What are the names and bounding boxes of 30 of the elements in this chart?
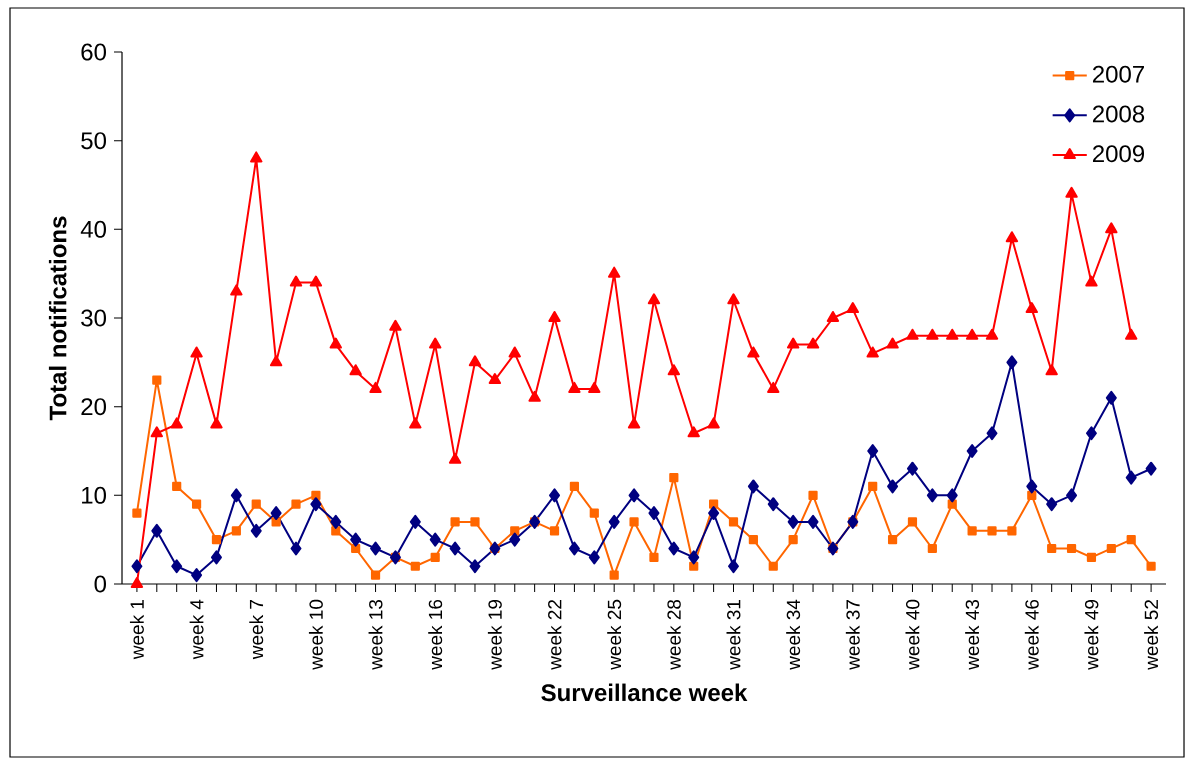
x-tick-label: week 25 [607,599,622,670]
x-tick-label: week 22 [547,600,562,670]
x-tick-label: week 49 [1084,599,1099,670]
x-axis-title: Surveillance week [541,683,748,702]
x-tick-label: week 19 [487,599,502,670]
y-tick-label: 40 [80,220,107,238]
y-tick-label: 30 [81,309,107,327]
x-tick-label: week 40 [905,599,920,670]
x-tick-label: week 1 [129,600,144,660]
y-tick-label: 50 [81,132,107,150]
legend-label: 2007 [1092,65,1144,83]
x-tick-label: week 31 [726,600,741,670]
y-tick-label: 60 [81,43,107,61]
x-tick-label: week 10 [308,599,323,670]
legend-label: 2009 [1092,145,1145,163]
y-tick-label: 20 [81,398,107,416]
y-axis-title: Total notifications [48,216,67,421]
x-tick-label: week 34 [786,599,801,670]
y-tick-label: 10 [82,486,107,504]
x-tick-label: week 4 [189,599,204,660]
x-tick-label: week 13 [368,599,383,670]
x-tick-label: week 7 [249,600,264,660]
x-tick-label: week 46 [1024,599,1039,670]
legend-label: 2008 [1092,105,1145,123]
x-tick-label: week 37 [845,600,860,670]
x-tick-label: week 16 [428,599,443,670]
x-tick-label: week 52 [1144,600,1159,670]
y-tick-label: 0 [94,575,107,593]
x-tick-label: week 28 [666,599,681,670]
x-tick-label: week 43 [965,599,980,670]
